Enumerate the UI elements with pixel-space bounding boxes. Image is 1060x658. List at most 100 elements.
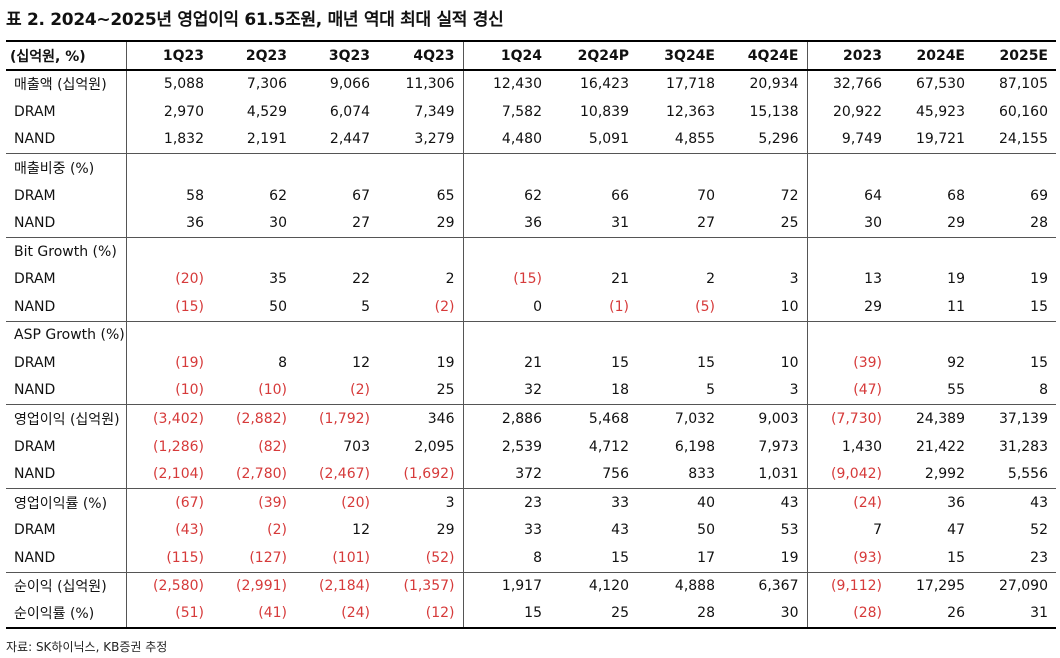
table-cell: 1,917 (462, 571, 550, 600)
table-cell: 19 (436, 354, 455, 371)
table-cell: 10 (780, 298, 799, 315)
table-cell (462, 320, 550, 349)
table-cell (723, 320, 807, 349)
table-cell: 19,721 (916, 131, 965, 148)
table-cell (550, 236, 637, 266)
table-cell: 43 (611, 522, 629, 539)
row-label: ASP Growth (%) (6, 320, 126, 349)
table-cell (212, 320, 295, 349)
table-cell: 24,389 (890, 404, 973, 433)
table-cell: 30 (723, 599, 807, 629)
table-cell: 15,138 (749, 103, 799, 120)
table-cell: (127) (249, 549, 287, 566)
table-cell: 7,349 (414, 103, 455, 120)
table-cell: (10) (258, 382, 287, 399)
table-cell: (15) (125, 293, 212, 322)
table-cell (806, 153, 890, 182)
table-cell (462, 236, 550, 266)
table-cell: 72 (780, 187, 799, 204)
table-cell: 31,283 (999, 438, 1048, 455)
table-cell: 2,970 (125, 97, 212, 126)
table-cell: 8 (278, 354, 287, 371)
table-row: Bit Growth (%) (6, 236, 1056, 266)
table-cell: (93) (806, 544, 890, 573)
table-cell: 25 (780, 215, 799, 232)
table-cell (637, 320, 723, 349)
table-cell (890, 320, 973, 349)
column-header: 2Q24P (550, 40, 637, 71)
table-cell: (1) (609, 298, 629, 315)
column-header: 1Q24 (462, 40, 550, 71)
table-cell: 3,279 (414, 131, 455, 148)
row-label: NAND (14, 382, 56, 399)
table-cell (125, 153, 212, 182)
table-cell: 4,888 (637, 571, 723, 600)
table-row: 영업이익률 (%) (67) (39) (20) 3 23 33 40 43 (24) 36 43 (6, 487, 1056, 517)
table-cell: (12) (378, 599, 463, 629)
table-cell (378, 320, 463, 349)
table-cell: (2) (267, 522, 287, 539)
table-cell: 18 (611, 382, 629, 399)
table-cell: 15 (611, 354, 629, 371)
row-label: DRAM (14, 271, 56, 288)
table-cell: (67) (125, 487, 212, 517)
header-unit-label: (십억원, %) (6, 40, 126, 71)
table-cell: 23 (1030, 549, 1048, 566)
table-cell: 45,923 (916, 103, 965, 120)
table-cell: 3 (789, 271, 799, 288)
table-cell: 30 (806, 209, 890, 238)
table-row: ASP Growth (%) (6, 320, 1056, 349)
row-label: NAND (14, 549, 56, 566)
table-cell: (2) (350, 382, 370, 399)
table-cell (212, 153, 295, 182)
source-note: 자료: SK하이닉스, KB증권 추정 (6, 640, 168, 654)
table-row: NAND 1,832 2,191 2,447 3,279 4,480 5,091 4,855 5… (6, 125, 1056, 154)
table-cell: 16,423 (580, 76, 629, 93)
table-cell: 27 (352, 215, 370, 232)
table-cell: 703 (343, 438, 370, 455)
table-cell: (39) (806, 348, 890, 377)
table-cell: (2,780) (235, 466, 287, 483)
table-cell: 2,095 (414, 438, 455, 455)
table-cell: 2,992 (924, 466, 965, 483)
table-cell: 20,934 (749, 76, 799, 93)
column-header: 1Q23 (125, 40, 212, 71)
table-cell (462, 153, 550, 182)
table-cell: (101) (332, 549, 370, 566)
table-row: DRAM (1,286) (82) 703 2,095 2,539 4,712 6,198 7,… (6, 432, 1056, 461)
row-label: 영업이익률 (%) (6, 487, 126, 517)
table-cell (295, 320, 378, 349)
table-row: 매출비중 (%) (6, 153, 1056, 182)
table-cell: (24) (806, 487, 890, 517)
table-cell: (47) (806, 376, 890, 405)
table-cell: 2 (445, 271, 455, 288)
table-cell: 7,032 (637, 404, 723, 433)
row-label: DRAM (14, 103, 56, 120)
table-row: DRAM (20) 35 22 2 (15) 21 2 3 13 19 19 (6, 265, 1056, 294)
table-cell: 52 (1030, 522, 1048, 539)
table-cell: 10,839 (580, 103, 629, 120)
table-cell: 65 (436, 187, 455, 204)
table-cell: 29 (947, 215, 965, 232)
table-cell: 5,088 (125, 70, 212, 98)
table-cell: (20) (125, 265, 212, 294)
table-cell: 15 (947, 549, 965, 566)
column-header: 2023 (806, 40, 890, 71)
table-cell (890, 153, 973, 182)
table-cell: 30 (269, 215, 287, 232)
row-label: NAND (14, 215, 56, 232)
row-label: DRAM (14, 187, 56, 204)
table-cell: 7 (806, 516, 890, 545)
table-cell: 9,003 (723, 404, 807, 433)
table-cell: 4,712 (588, 438, 629, 455)
table-cell: (2,991) (212, 571, 295, 600)
table-cell: 756 (602, 466, 629, 483)
table-cell: 4,480 (462, 125, 550, 154)
row-label: DRAM (14, 354, 56, 371)
column-header: 4Q24E (723, 40, 807, 71)
table-cell: (52) (425, 549, 455, 566)
table-cell: 35 (269, 271, 287, 288)
table-row: 매출액 (십억원) 5,088 7,306 9,066 11,306 12,430 16,4… (6, 70, 1056, 98)
table-cell: (28) (806, 599, 890, 629)
table-cell: 36 (890, 487, 973, 517)
